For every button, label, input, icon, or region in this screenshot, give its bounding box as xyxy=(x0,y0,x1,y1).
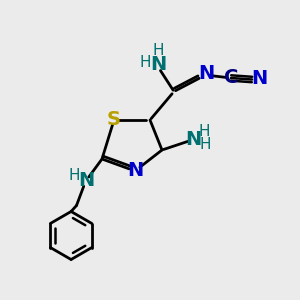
Text: H: H xyxy=(152,43,164,58)
Text: N: N xyxy=(150,55,166,74)
Text: C: C xyxy=(224,68,239,87)
Text: N: N xyxy=(198,64,214,83)
Text: H: H xyxy=(68,168,80,183)
Text: N: N xyxy=(127,161,143,181)
Text: S: S xyxy=(106,110,120,129)
Text: H: H xyxy=(198,124,210,139)
Text: N: N xyxy=(251,69,268,88)
Text: N: N xyxy=(78,171,94,190)
Text: H: H xyxy=(200,136,211,152)
Text: N: N xyxy=(185,130,202,149)
Text: H: H xyxy=(139,55,151,70)
